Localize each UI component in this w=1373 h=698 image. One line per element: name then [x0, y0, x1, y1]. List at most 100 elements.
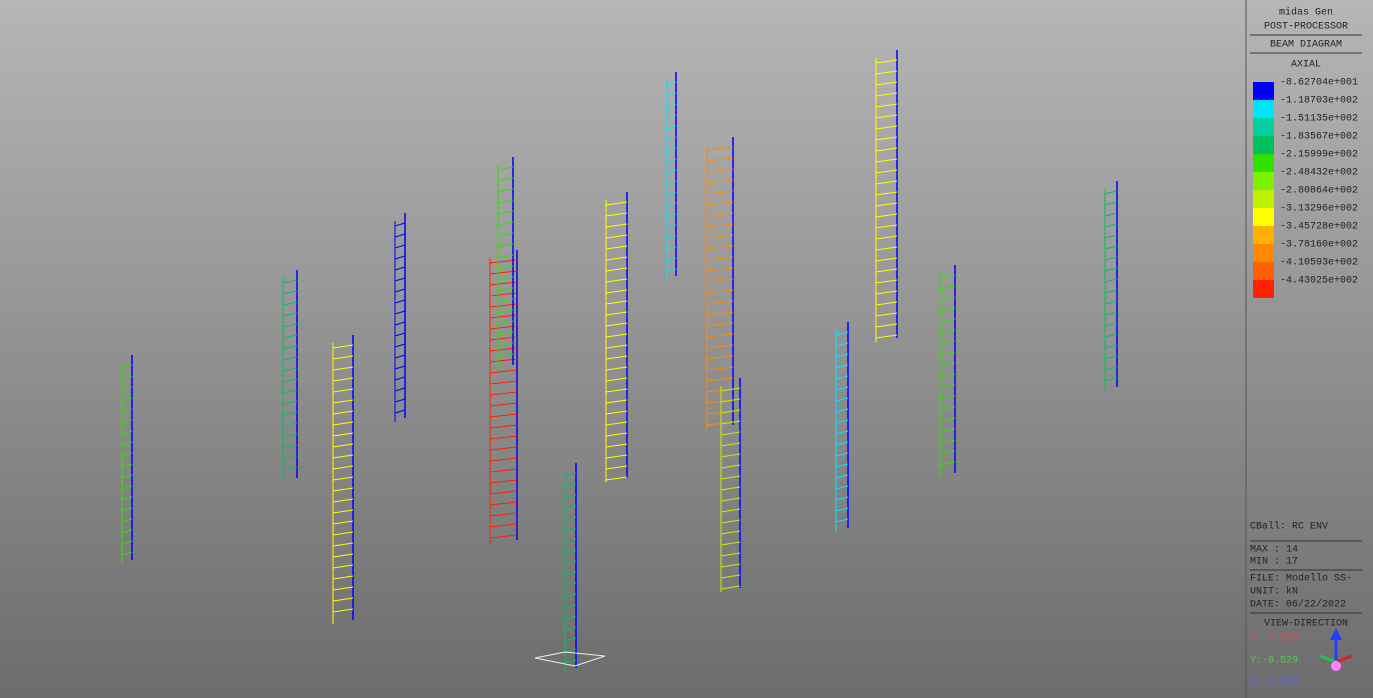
date: DATE: 06/22/2022	[1250, 599, 1346, 611]
hatch	[875, 301, 898, 306]
hatch	[332, 553, 354, 558]
hatch	[1104, 333, 1118, 338]
hatch	[282, 433, 298, 438]
beam-diagram	[605, 192, 628, 482]
hatch	[666, 213, 677, 218]
hatch	[939, 340, 956, 345]
hatch	[282, 466, 298, 471]
hatch	[605, 399, 628, 404]
beam-diagram	[835, 322, 849, 532]
hatch	[564, 582, 577, 587]
hatch	[706, 267, 734, 272]
hatch	[497, 309, 514, 314]
hatch	[332, 454, 354, 459]
hatch	[720, 574, 741, 579]
hatch	[875, 224, 898, 229]
hatch	[605, 465, 628, 470]
hatch	[875, 59, 898, 64]
combination: CBall: RC ENV	[1250, 521, 1328, 533]
hatch	[1104, 267, 1118, 272]
hatch	[332, 597, 354, 602]
beam-diagram	[497, 157, 514, 369]
hatch	[564, 527, 577, 532]
hatch	[875, 125, 898, 130]
legend-swatch	[1253, 100, 1274, 118]
hatch	[835, 441, 849, 446]
hatch	[332, 487, 354, 492]
hatch	[332, 608, 354, 613]
hatch	[875, 81, 898, 86]
hatch	[282, 455, 298, 460]
hatch	[497, 276, 514, 281]
hatch	[605, 454, 628, 459]
hatch	[875, 235, 898, 240]
hatch	[605, 476, 628, 481]
hatch	[720, 486, 741, 491]
hatch	[835, 430, 849, 435]
hatch	[564, 560, 577, 565]
hatch	[1104, 245, 1118, 250]
hatch	[332, 410, 354, 415]
hatch	[706, 311, 734, 316]
hatch	[1104, 355, 1118, 360]
hatch	[720, 398, 741, 403]
hatch	[121, 518, 133, 523]
hatch	[875, 92, 898, 97]
hatch	[489, 391, 518, 396]
hatch	[394, 299, 406, 304]
hatch	[1104, 234, 1118, 239]
hatch	[332, 575, 354, 580]
unit: UNIT: kN	[1250, 586, 1298, 598]
hatch	[121, 540, 133, 545]
hatch	[605, 267, 628, 272]
legend-label: -2.80864e+002	[1280, 186, 1358, 197]
hatch	[939, 428, 956, 433]
hatch	[394, 354, 406, 359]
hatch	[489, 534, 518, 539]
hatch	[706, 168, 734, 173]
hatch	[666, 92, 677, 97]
hatch	[605, 212, 628, 217]
hatch	[875, 180, 898, 185]
hatch	[706, 366, 734, 371]
hatch	[394, 310, 406, 315]
hatch	[332, 421, 354, 426]
hatch	[605, 377, 628, 382]
hatch	[706, 190, 734, 195]
legend-label: -1.18703e+002	[1280, 96, 1358, 107]
hatch	[939, 406, 956, 411]
legend-label: -2.48432e+002	[1280, 168, 1358, 179]
hatch	[282, 367, 298, 372]
legend-swatch	[1253, 118, 1274, 136]
hatch	[605, 311, 628, 316]
legend-swatch	[1253, 82, 1274, 100]
legend-swatch	[1253, 172, 1274, 190]
hatch	[605, 388, 628, 393]
hatch	[939, 373, 956, 378]
hatch	[1104, 212, 1118, 217]
hatch	[1104, 377, 1118, 382]
hatch	[875, 213, 898, 218]
hatch	[564, 604, 577, 609]
file: FILE: Modello SS-	[1250, 573, 1352, 585]
hatch	[121, 408, 133, 413]
hatch	[706, 278, 734, 283]
hatch	[121, 364, 133, 369]
beam-diagram	[394, 213, 406, 422]
hatch	[835, 353, 849, 358]
hatch	[564, 494, 577, 499]
hatch	[121, 441, 133, 446]
axis-triad	[1319, 628, 1353, 671]
hatch	[1104, 256, 1118, 261]
hatch	[564, 615, 577, 620]
legend-swatch	[1253, 136, 1274, 154]
hatch	[605, 344, 628, 349]
hatch	[720, 475, 741, 480]
hatch	[706, 300, 734, 305]
hatch	[1104, 289, 1118, 294]
hatch	[394, 321, 406, 326]
hatch	[497, 331, 514, 336]
hatch	[720, 530, 741, 535]
hatch	[121, 397, 133, 402]
